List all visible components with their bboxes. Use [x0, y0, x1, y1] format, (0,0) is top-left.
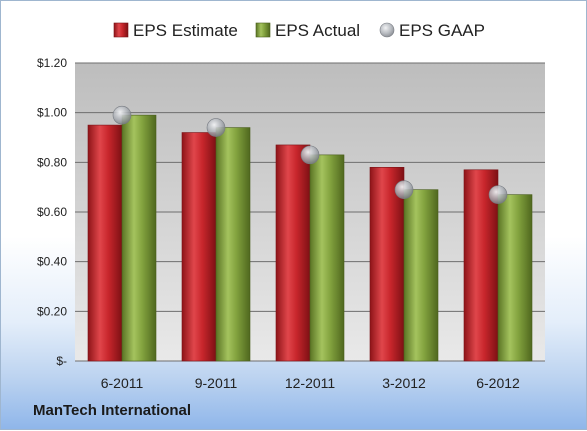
- x-tick-label: 6-2011: [101, 375, 144, 391]
- point-eps-gaap: [300, 145, 320, 165]
- legend-marker: [255, 22, 271, 38]
- legend-marker: [379, 22, 395, 38]
- legend-label: EPS Actual: [275, 21, 360, 40]
- y-tick-label: $1.20: [37, 56, 67, 70]
- x-tick-label: 6-2012: [476, 375, 520, 391]
- bar-eps-actual: [497, 194, 533, 362]
- legend-eps-actual: EPS Actual: [255, 21, 360, 40]
- y-tick-label: $0.40: [37, 255, 67, 269]
- company-name: ManTech International: [33, 402, 192, 419]
- legend-eps-gaap: EPS GAAP: [379, 21, 485, 40]
- point-eps-gaap: [488, 185, 508, 204]
- legend-label: EPS GAAP: [399, 21, 485, 40]
- bar-eps-actual: [121, 114, 157, 362]
- y-tick-label: $1.00: [37, 106, 67, 120]
- y-tick-label: $0.60: [37, 205, 67, 219]
- legend-marker: [113, 22, 129, 38]
- legend-label: EPS Estimate: [133, 21, 238, 40]
- point-eps-gaap: [394, 180, 414, 199]
- bar-eps-actual: [403, 189, 439, 362]
- x-tick-label: 12-2011: [285, 375, 336, 391]
- bar-eps-actual: [215, 127, 251, 362]
- bar-eps-estimate: [275, 144, 311, 362]
- y-tick-label: $0.20: [37, 304, 67, 318]
- bar-eps-actual: [309, 154, 345, 362]
- x-tick-label: 3-2012: [382, 375, 426, 391]
- bar-eps-estimate: [87, 124, 123, 362]
- x-tick-label: 9-2011: [195, 375, 238, 391]
- legend-eps-estimate: EPS Estimate: [113, 21, 238, 40]
- point-eps-gaap: [206, 118, 226, 137]
- point-eps-gaap: [112, 105, 132, 125]
- y-tick-label: $0.80: [37, 155, 67, 169]
- bar-eps-estimate: [181, 132, 217, 362]
- y-tick-label: $-: [56, 354, 67, 368]
